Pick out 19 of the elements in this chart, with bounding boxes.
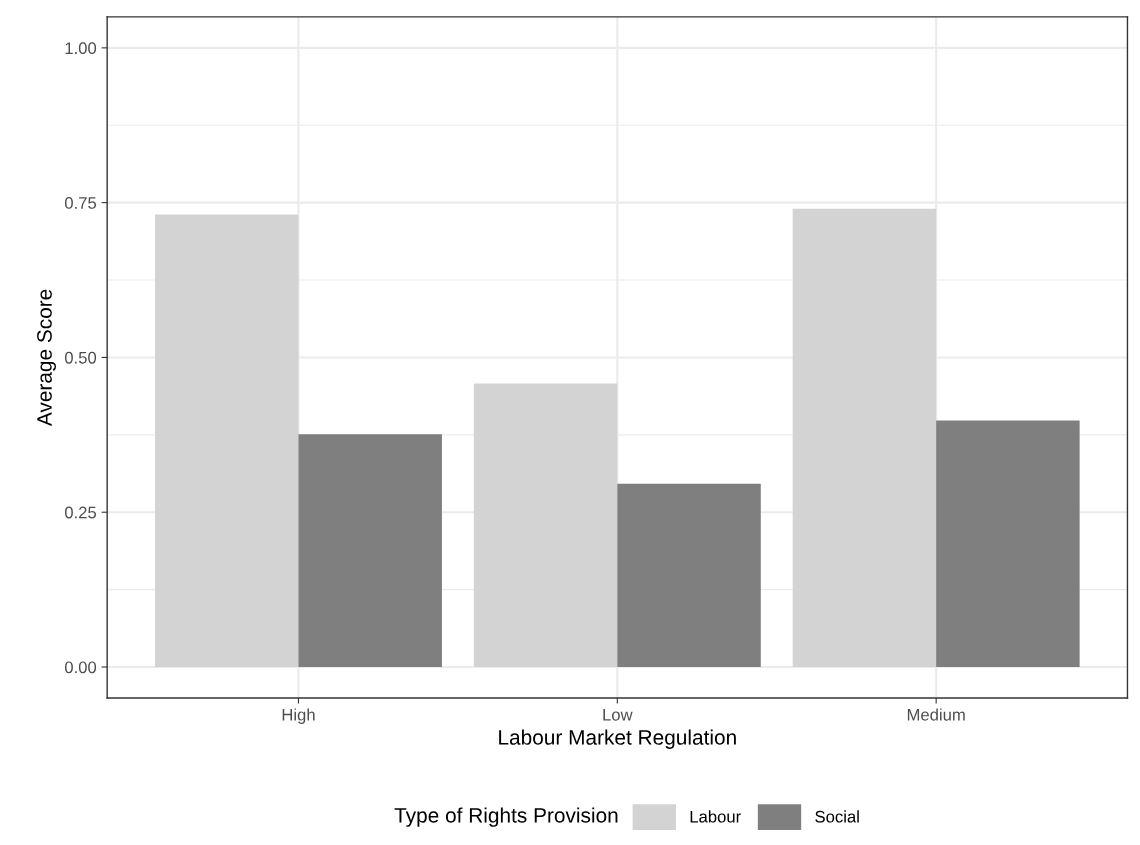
y-tick-label: 0.00 bbox=[64, 661, 97, 674]
bar bbox=[154, 214, 299, 668]
y-tick-label: 0.50 bbox=[64, 351, 97, 364]
x-axis-title: Labour Market Regulation bbox=[499, 729, 736, 749]
bar bbox=[473, 383, 618, 668]
x-tick-label: Low bbox=[603, 709, 633, 721]
legend-title: Type of Rights Provision bbox=[394, 807, 618, 827]
x-tick-label: Medium bbox=[907, 708, 965, 721]
y-tick-label: 0.75 bbox=[64, 197, 97, 209]
y-axis-title: Average Score bbox=[37, 289, 56, 427]
bar bbox=[792, 208, 937, 668]
x-tick-label: High bbox=[282, 708, 315, 724]
bar bbox=[936, 420, 1080, 668]
bar bbox=[617, 483, 761, 668]
legend-label: Social bbox=[815, 810, 859, 823]
y-tick-label: 1.00 bbox=[65, 42, 97, 55]
bar bbox=[298, 434, 442, 668]
legend-label: Labour bbox=[690, 810, 741, 823]
y-tick-label: 0.25 bbox=[64, 506, 97, 519]
